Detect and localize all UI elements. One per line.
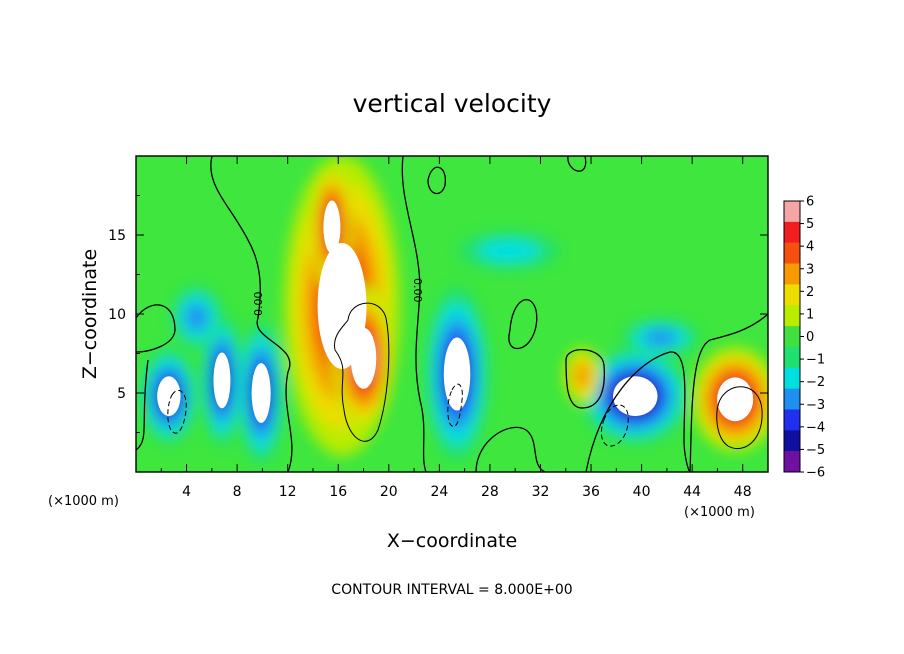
- x-tick-label: 28: [481, 484, 499, 500]
- field-core: [717, 377, 754, 422]
- field-level: [185, 303, 208, 332]
- colorbar-swatch: [784, 388, 800, 410]
- core-contours: [167, 302, 763, 450]
- contour-label: 0.00: [252, 292, 265, 317]
- field-core: [612, 376, 658, 417]
- colorbar-tick-label: 3: [806, 262, 814, 277]
- y-axis-title: Z−coordinate: [79, 249, 101, 379]
- y-axis: 5 10 15: [108, 195, 768, 433]
- negative-contour: [167, 390, 187, 434]
- y-tick-label: 10: [108, 307, 126, 323]
- field-level: [477, 239, 540, 263]
- zero-contour-line: [689, 313, 768, 472]
- colorbar-tick-label: 5: [806, 217, 814, 232]
- x-tick-label: 44: [683, 484, 701, 500]
- x-tick-label: 32: [532, 484, 550, 500]
- colorbar-tick-label: −2: [806, 375, 825, 390]
- contour-interval-note: CONTOUR INTERVAL = 8.000E+00: [331, 582, 572, 598]
- positive-contour: [334, 302, 390, 442]
- colorbar-swatch: [784, 284, 800, 306]
- x-tick-label: 40: [633, 484, 651, 500]
- colorbar-swatch: [784, 346, 800, 369]
- colorbar-swatch: [784, 221, 800, 243]
- field-level: [573, 362, 591, 389]
- x-tick-label: 8: [233, 484, 242, 500]
- x-tick-label: 16: [329, 484, 347, 500]
- zero-contour-line: [427, 166, 446, 195]
- x-unit-label-left: (×1000 m): [48, 494, 119, 509]
- positive-contour: [716, 386, 763, 450]
- x-tick-label: 12: [279, 484, 297, 500]
- x-axis-title: X−coordinate: [387, 530, 517, 552]
- zero-contours: [136, 156, 768, 472]
- colorbar-tick-label: −3: [806, 398, 825, 413]
- colorbar-swatch: [784, 367, 800, 389]
- colorbar-swatch: [784, 430, 800, 452]
- colorbar-tick-label: −4: [806, 420, 825, 435]
- x-tick-label: 36: [582, 484, 600, 500]
- zero-contour-line: [136, 359, 149, 451]
- x-tick-label: 20: [380, 484, 398, 500]
- colorbar-swatch: [784, 326, 800, 348]
- colorbar-swatch: [784, 305, 800, 327]
- colorbar-swatch: [784, 263, 800, 285]
- y-tick-label: 5: [117, 386, 126, 402]
- field-core: [251, 363, 271, 423]
- colorbar-tick-label: −1: [806, 353, 825, 368]
- colorbar-tick-label: 6: [806, 195, 814, 210]
- zero-contour-line: [567, 156, 587, 172]
- zero-contour-line: [585, 351, 691, 472]
- colorbar-tick-label: −6: [806, 466, 825, 481]
- zero-contour-line: [210, 156, 293, 472]
- field-core: [157, 376, 181, 417]
- zero-contour-line: [508, 298, 538, 349]
- field-core: [213, 352, 231, 409]
- x-tick-label: 24: [430, 484, 448, 500]
- field-core: [350, 327, 377, 389]
- x-axis: 4 8 12 16 20 24 28 32 36 40 44 48: [160, 156, 752, 500]
- colorbar-tick-label: 0: [806, 330, 814, 345]
- zero-contour-line: [136, 304, 176, 353]
- colorbar-tick-label: 4: [806, 240, 814, 255]
- x-tick-label: 4: [182, 484, 191, 500]
- field-core: [443, 337, 471, 411]
- colorbar-swatch: [784, 242, 800, 264]
- colorbar: 6 5 4 3 2 1 0 −1 −2 −3 −4 −5 −6: [783, 195, 825, 481]
- colorbar-swatch: [784, 409, 800, 431]
- plot-area: [136, 156, 768, 472]
- x-unit-label-right: (×1000 m): [684, 505, 755, 520]
- colorbar-tick-label: 1: [806, 307, 814, 322]
- chart-title: vertical velocity: [353, 89, 552, 118]
- y-tick-label: 15: [108, 228, 126, 244]
- negative-contour: [447, 383, 463, 427]
- colorbar-tick-label: −5: [806, 443, 825, 458]
- x-tick-label: 48: [734, 484, 752, 500]
- field-level: [643, 329, 678, 347]
- contour-label: 0.00: [411, 278, 424, 303]
- colorbar-swatch: [784, 451, 800, 473]
- zero-contour-line: [401, 156, 427, 472]
- zero-contour-line: [565, 349, 606, 409]
- colorbar-swatch: [784, 201, 800, 223]
- negative-contour: [600, 404, 629, 447]
- field-core: [323, 200, 341, 254]
- zero-contour-line: [475, 426, 546, 472]
- colorbar-tick-label: 2: [806, 285, 814, 300]
